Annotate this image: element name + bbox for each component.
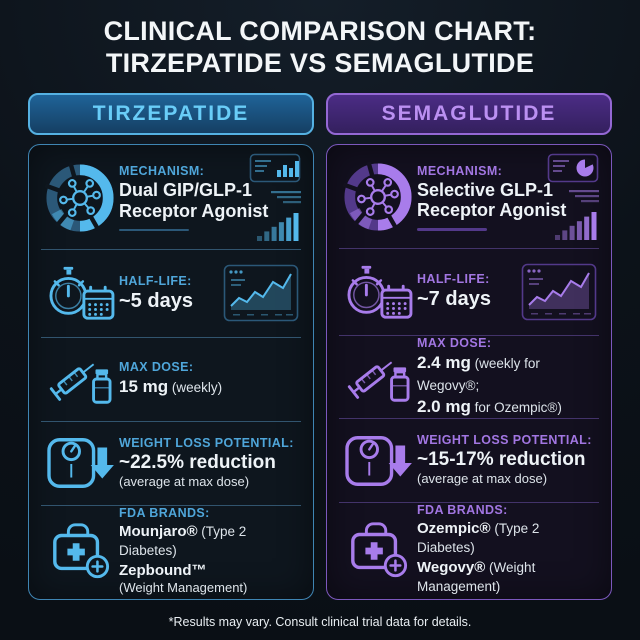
accent-underline	[119, 228, 189, 232]
rising-bars-icon	[555, 211, 597, 240]
syringe-vial-icon	[41, 348, 119, 410]
panel-semaglutide: MECHANISM: Selective GLP-1 Receptor Agon…	[326, 143, 612, 600]
row-weight-loss: WEIGHT LOSS POTENTIAL: ~22.5% reduction …	[41, 422, 301, 506]
fda-brands-text: FDA BRANDS: Ozempic® (Type 2 Diabetes) W…	[417, 503, 599, 597]
weight-scale-down-arrow-icon	[339, 430, 417, 492]
fda-line3: (Weight Management)	[119, 580, 248, 596]
weight-loss-sub: (average at max dose)	[417, 471, 548, 487]
accent-underline	[417, 228, 487, 231]
row-mechanism: MECHANISM: Dual GIP/GLP-1 Receptor Agoni…	[41, 147, 301, 250]
max-dose-line2-rest: for Ozempic®)	[470, 400, 562, 416]
fda-line2-rest: (Weight Management)	[417, 559, 536, 595]
weight-loss-label: WEIGHT LOSS POTENTIAL:	[417, 433, 592, 448]
medical-kit-icon	[41, 520, 119, 582]
half-life-label: HALF-LIFE:	[119, 273, 192, 288]
panel-tirzepatide: MECHANISM: Dual GIP/GLP-1 Receptor Agoni…	[28, 143, 314, 600]
mechanism-label: MECHANISM:	[119, 164, 205, 179]
column-headers: TIRZEPATIDE SEMAGLUTIDE	[0, 92, 640, 135]
fda-line1-rest: (Type 2 Diabetes)	[119, 523, 247, 559]
decor-lines-icon	[569, 190, 599, 203]
max-dose-line1-bold: 2.4 mg	[417, 353, 471, 373]
half-life-value: ~5 days	[119, 289, 193, 312]
max-dose-label: MAX DOSE:	[119, 360, 194, 375]
mechanism-text: MECHANISM: Dual GIP/GLP-1 Receptor Agoni…	[119, 164, 301, 232]
row-half-life: HALF-LIFE: ~7 days	[339, 249, 599, 336]
max-dose-text: MAX DOSE: 15 mg (weekly)	[119, 360, 301, 398]
row-max-dose: MAX DOSE: 15 mg (weekly)	[41, 338, 301, 422]
fda-line1-bold: Mounjaro®	[119, 522, 198, 540]
header-semaglutide: SEMAGLUTIDE	[326, 92, 612, 135]
medical-kit-icon	[339, 519, 417, 581]
half-life-value: ~7 days	[417, 288, 491, 311]
mini-pie-chart-panel-icon	[547, 153, 599, 183]
half-life-label: HALF-LIFE:	[417, 272, 490, 287]
fda-brands-text: FDA BRANDS: Mounjaro® (Type 2 Diabetes) …	[119, 506, 301, 597]
mini-bar-chart-panel-icon	[249, 153, 301, 183]
mechanism-molecule-donut-icon	[41, 162, 119, 233]
row-half-life: HALF-LIFE: ~5 days	[41, 250, 301, 338]
header-tirzepatide: TIRZEPATIDE	[28, 92, 314, 135]
page-title: CLINICAL COMPARISON CHART: TIRZEPATIDE V…	[0, 16, 640, 80]
stopwatch-calendar-icon	[339, 261, 417, 323]
mechanism-decor	[245, 153, 301, 243]
weight-loss-text: WEIGHT LOSS POTENTIAL: ~22.5% reduction …	[119, 436, 301, 490]
fda-line2: Wegovy® (Weight Management)	[417, 558, 599, 597]
half-life-text: HALF-LIFE: ~5 days	[119, 274, 301, 313]
row-fda-brands: FDA BRANDS: Ozempic® (Type 2 Diabetes) W…	[339, 503, 599, 597]
weight-loss-text: WEIGHT LOSS POTENTIAL: ~15-17% reduction…	[417, 433, 599, 487]
fda-brands-label: FDA BRANDS:	[119, 505, 210, 520]
row-weight-loss: WEIGHT LOSS POTENTIAL: ~15-17% reduction…	[339, 419, 599, 503]
max-dose-line1-bold: 15 mg	[119, 377, 169, 397]
mechanism-decor	[543, 153, 599, 242]
mechanism-text: MECHANISM: Selective GLP-1 Receptor Agon…	[417, 164, 599, 231]
rising-bars-icon	[257, 212, 299, 241]
fda-line2: Zepbound™	[119, 561, 301, 581]
decor-lines-icon	[271, 190, 301, 203]
line-chart-window-icon	[223, 264, 299, 322]
mechanism-value-line1: Dual GIP/GLP-1	[119, 180, 253, 201]
comparison-panels: MECHANISM: Dual GIP/GLP-1 Receptor Agoni…	[0, 143, 640, 600]
max-dose-line1: 15 mg (weekly)	[119, 376, 301, 398]
disclaimer-text: *Results may vary. Consult clinical tria…	[168, 615, 472, 629]
row-mechanism: MECHANISM: Selective GLP-1 Receptor Agon…	[339, 147, 599, 249]
max-dose-label: MAX DOSE:	[417, 336, 492, 351]
max-dose-line1-rest: (weekly)	[168, 380, 223, 396]
title-line-1: CLINICAL COMPARISON CHART:	[103, 16, 537, 46]
max-dose-text: MAX DOSE: 2.4 mg (weekly for Wegovy®; 2.…	[417, 336, 599, 418]
syringe-vial-icon	[339, 346, 417, 408]
mechanism-molecule-donut-icon	[339, 162, 417, 232]
mechanism-value-line1: Selective GLP-1	[417, 179, 554, 200]
row-fda-brands: FDA BRANDS: Mounjaro® (Type 2 Diabetes) …	[41, 506, 301, 597]
max-dose-line1-rest: (weekly for Wegovy®;	[417, 356, 540, 394]
half-life-text: HALF-LIFE: ~7 days	[417, 272, 599, 311]
max-dose-line2: 2.0 mg for Ozempic®)	[417, 396, 599, 418]
weight-loss-value: ~15-17% reduction	[417, 449, 586, 471]
stopwatch-calendar-icon	[41, 262, 119, 324]
fda-brands-label: FDA BRANDS:	[417, 502, 508, 517]
row-max-dose: MAX DOSE: 2.4 mg (weekly for Wegovy®; 2.…	[339, 336, 599, 420]
weight-scale-down-arrow-icon	[41, 432, 119, 494]
line-chart-window-icon	[521, 263, 597, 321]
fda-line1-bold: Ozempic®	[417, 519, 491, 537]
fda-line1: Ozempic® (Type 2 Diabetes)	[417, 519, 599, 558]
max-dose-line1: 2.4 mg (weekly for Wegovy®;	[417, 352, 599, 396]
mechanism-label: MECHANISM:	[417, 163, 503, 178]
weight-loss-value: ~22.5% reduction	[119, 452, 276, 474]
title-line-2: TIRZEPATIDE VS SEMAGLUTIDE	[105, 47, 535, 78]
mechanism-value-line2: Receptor Agonist	[119, 200, 269, 221]
weight-loss-label: WEIGHT LOSS POTENTIAL:	[119, 436, 294, 451]
fda-line1-rest: (Type 2 Diabetes)	[417, 520, 540, 556]
fda-line2-bold: Zepbound™	[119, 561, 207, 579]
mechanism-value-line2: Receptor Agonist	[417, 200, 567, 221]
fda-line1: Mounjaro® (Type 2 Diabetes)	[119, 522, 301, 561]
weight-loss-sub: (average at max dose)	[119, 474, 250, 490]
max-dose-line2-bold: 2.0 mg	[417, 397, 471, 417]
fda-line2-bold: Wegovy®	[417, 558, 486, 576]
